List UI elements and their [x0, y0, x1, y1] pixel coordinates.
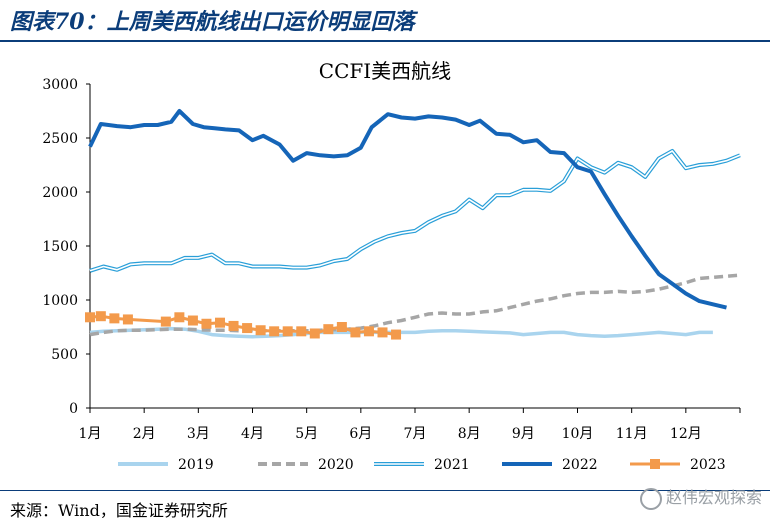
legend-label: 2019: [178, 457, 214, 473]
series-2023-point: [187, 315, 198, 326]
y-tick-label: 2500: [42, 131, 78, 147]
series-2023-point: [255, 325, 266, 336]
legend-swatch-marker: [650, 459, 660, 469]
series-2023-line: [89, 314, 397, 337]
x-tick-label: 9月: [512, 426, 535, 442]
legend-item-2021: 2021: [374, 457, 470, 473]
chart-axes: 0 500 1000 1500 2000 2500 3000 1月 2月 3月 4月 5月 6月 7月 8月…: [42, 77, 741, 442]
y-tick-label: 3000: [42, 77, 78, 93]
x-tick-label: 3月: [187, 426, 210, 442]
series-2023-point: [282, 326, 293, 337]
x-tick-label: 6月: [349, 426, 372, 442]
x-tick-label: 2月: [133, 426, 156, 442]
y-tick-label: 1000: [42, 293, 78, 309]
legend-label: 2020: [318, 457, 354, 473]
line-chart: CCFI美西航线 0 500 1000 1500 2000 2500 3000 1月 2月 3月 4…: [42, 59, 741, 473]
series-2019-line: [89, 326, 713, 339]
wechat-icon: [639, 487, 662, 510]
series-2023-point: [109, 313, 120, 324]
y-tick-label: 500: [51, 347, 78, 363]
watermark: 赵伟宏观探索: [639, 484, 762, 510]
chart-title: CCFI美西航线: [319, 59, 451, 83]
x-tick-label: 11月: [616, 426, 648, 442]
series-2021-line-inner: [89, 150, 741, 272]
legend-label: 2021: [434, 457, 470, 473]
source-note: 来源：Wind，国金证券研究所: [10, 501, 228, 520]
x-tick-label: 5月: [295, 426, 318, 442]
legend-item-2022: 2022: [502, 457, 598, 473]
series-2023-point: [296, 326, 307, 337]
chart-plot-area: [85, 109, 741, 340]
series-2023-point: [95, 311, 106, 322]
x-tick-label: 8月: [458, 426, 481, 442]
series-2023-point: [201, 318, 212, 329]
title-divider: [0, 40, 770, 42]
series-2023-point: [350, 327, 361, 338]
series-2021: [89, 149, 741, 273]
legend-item-2023: 2023: [630, 457, 726, 473]
series-2023-point: [309, 328, 320, 339]
x-tick-label: 1月: [79, 426, 102, 442]
y-tick-label: 2000: [42, 185, 78, 201]
watermark-text: 赵伟宏观探索: [665, 488, 762, 507]
series-2022: [88, 109, 727, 310]
series-2023-point: [269, 326, 280, 337]
x-tick-label: 4月: [241, 426, 264, 442]
series-2023-point: [174, 312, 185, 323]
series-2023-point: [323, 324, 334, 335]
series-2023-point: [377, 327, 388, 338]
series-2019: [89, 326, 713, 339]
y-tick-label: 1500: [42, 239, 78, 255]
y-tick-label: 0: [69, 401, 78, 417]
series-2023-point: [122, 314, 133, 325]
legend-item-2020: 2020: [258, 457, 354, 473]
series-2023-point: [228, 320, 239, 331]
series-2023-point: [391, 329, 402, 340]
legend-item-2019: 2019: [118, 457, 214, 473]
x-tick-label: 12月: [670, 426, 702, 442]
series-2023-point: [363, 326, 374, 337]
legend-label: 2023: [690, 457, 726, 473]
chart-legend: 2019 2020 2021 2022 2023: [118, 457, 726, 473]
series-2020-line: [89, 273, 741, 337]
series-2023-point: [215, 317, 225, 328]
x-tick-label: 10月: [562, 426, 594, 442]
footer-divider: [0, 490, 770, 491]
series-2023-point: [336, 322, 347, 332]
figure-title: 图表70：上周美西航线出口运价明显回落: [10, 9, 415, 35]
series-2023-point: [242, 323, 253, 334]
x-tick-label: 7月: [404, 426, 427, 442]
series-2023-point: [160, 316, 171, 327]
series-2023: [85, 311, 402, 340]
series-2022-line: [88, 109, 727, 310]
series-2020: [89, 273, 741, 337]
legend-label: 2022: [562, 457, 598, 473]
series-2023-point: [85, 312, 95, 323]
